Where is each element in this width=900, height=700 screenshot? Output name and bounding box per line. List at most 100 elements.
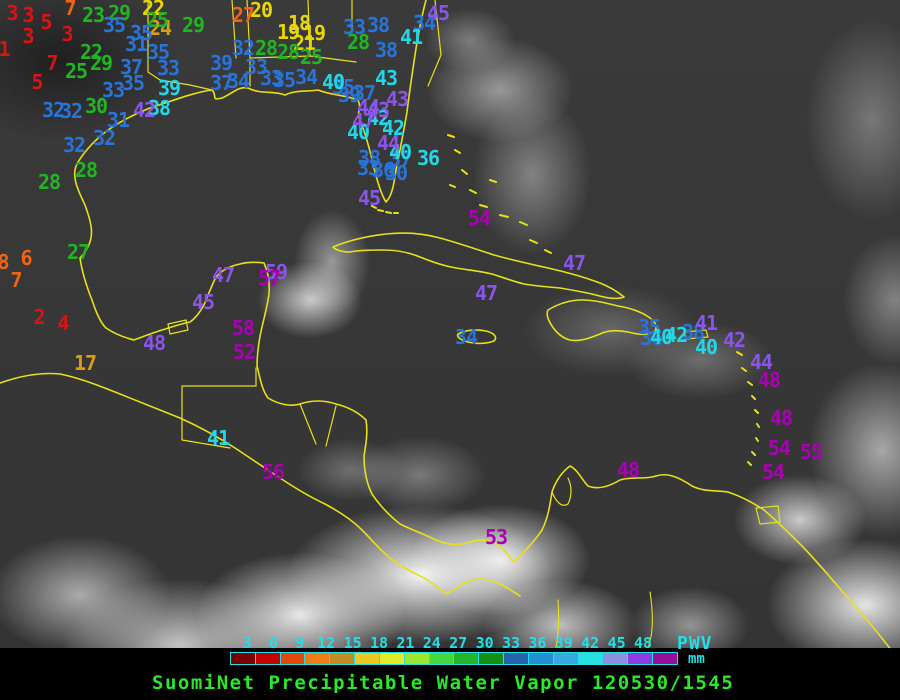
station-value: 36: [416, 146, 440, 171]
station-value: 5: [31, 70, 43, 95]
station-value: 33: [259, 66, 283, 91]
station-value: 35: [121, 71, 145, 96]
colorbar-tick: 6: [268, 634, 278, 652]
station-value: 40: [321, 70, 345, 95]
station-value: 30: [384, 161, 408, 186]
station-value: 45: [357, 186, 381, 211]
station-value: 33: [356, 156, 380, 181]
station-value: 38: [147, 96, 171, 121]
station-value: 32: [92, 126, 116, 151]
station-value: 8: [0, 250, 10, 275]
colorbar-tick: 33: [501, 634, 521, 652]
station-value: 57: [257, 266, 281, 291]
station-value: 34: [294, 65, 318, 90]
coast-pacific: [0, 372, 521, 597]
station-value: 47: [474, 281, 498, 306]
colorbar-segment: [603, 653, 629, 664]
station-value: 52: [232, 340, 256, 365]
colorbar-unit: mm: [688, 651, 705, 667]
station-value: 48: [142, 331, 166, 356]
station-value: 33: [156, 56, 180, 81]
station-value: 34: [226, 69, 250, 94]
station-value: 41: [206, 426, 230, 451]
station-value: 23: [81, 3, 105, 28]
station-value: 44: [356, 95, 380, 120]
colorbar-tick: 18: [369, 634, 389, 652]
station-value: 42: [381, 116, 405, 141]
station-value: 28: [276, 40, 300, 65]
station-value: 43: [385, 87, 409, 112]
station-value: 35: [331, 75, 355, 100]
station-value: 39: [209, 51, 233, 76]
colorbar-segment: [553, 653, 579, 664]
station-value: 29: [107, 1, 131, 26]
station-value: 36: [371, 158, 395, 183]
station-value: 53: [484, 525, 508, 550]
station-value: 59: [264, 260, 288, 285]
station-value: 38: [357, 146, 381, 171]
station-value: 44: [749, 350, 773, 375]
station-value: 38: [681, 320, 705, 345]
colorbar-tick: 12: [317, 634, 336, 652]
station-value: 44: [376, 131, 400, 156]
station-value: 45: [191, 290, 215, 315]
colorbar-segment: [429, 653, 455, 664]
station-value: 32: [59, 99, 83, 124]
station-value: 32: [62, 133, 86, 158]
station-value: 35: [272, 68, 296, 93]
station-value: 47: [562, 251, 586, 276]
colorbar-segment: [479, 653, 505, 664]
station-value: 22: [141, 0, 165, 21]
station-value: 47: [351, 109, 375, 134]
colorbar-segment: [379, 653, 405, 664]
station-value: 32: [41, 98, 65, 123]
bahamas-islands: [447, 134, 552, 254]
station-value: 54: [467, 206, 491, 231]
colorbar-ticks: 3 6 9 12 15 18 21 24 27 30 33 36 39 42 45 48: [0, 636, 900, 652]
station-value: 37: [388, 147, 412, 172]
station-value: 25: [145, 8, 169, 33]
station-value: 18: [287, 11, 311, 36]
colorbar-tick: 42: [581, 634, 600, 652]
station-value: 39: [337, 83, 361, 108]
station-value: 58: [231, 316, 255, 341]
station-value: 33: [101, 78, 125, 103]
coast-trinidad: [755, 505, 781, 525]
station-value: 7: [46, 51, 58, 76]
coast-cuba: [332, 232, 625, 300]
station-value: 4: [57, 311, 69, 336]
colorbar-segment: [255, 653, 281, 664]
station-value: 7: [64, 0, 76, 21]
sa-borders: [551, 591, 653, 648]
station-value: 21: [292, 31, 316, 56]
station-value: 48: [769, 406, 793, 431]
station-value: 27: [66, 240, 90, 265]
station-value: 54: [767, 436, 791, 461]
station-value: 54: [761, 460, 785, 485]
coastline-overlay: [0, 0, 891, 648]
station-value: 28: [254, 36, 278, 61]
station-value: 35: [129, 21, 153, 46]
colorbar-segment: [280, 653, 306, 664]
station-value: 25: [299, 45, 323, 70]
colorbar: [230, 652, 678, 665]
station-value: 42: [664, 323, 688, 348]
station-value: 34: [412, 11, 436, 36]
colorbar-label: PWV: [677, 633, 713, 654]
station-value: 19: [302, 21, 326, 46]
station-value: 48: [757, 368, 781, 393]
station-layer: 3 3 5 3 3 1 7 5 2 4 7 6 8 7 27 24 17 20 18 19 19 21 22 23 29 25 29…: [0, 0, 823, 550]
station-value: 29: [181, 13, 205, 38]
station-value: 40: [694, 335, 718, 360]
coast-hispaniola: [546, 299, 657, 342]
station-value: 3: [22, 3, 34, 28]
station-value: 45: [426, 1, 450, 26]
colorbar-segment: [628, 653, 654, 664]
colorbar-tick: 39: [554, 634, 573, 652]
station-value: 56: [261, 460, 285, 485]
station-value: 19: [276, 20, 300, 45]
colorbar-segment: [653, 653, 677, 664]
station-value: 33: [244, 55, 268, 80]
station-value: 33: [342, 15, 366, 40]
station-value: 38: [374, 38, 398, 63]
